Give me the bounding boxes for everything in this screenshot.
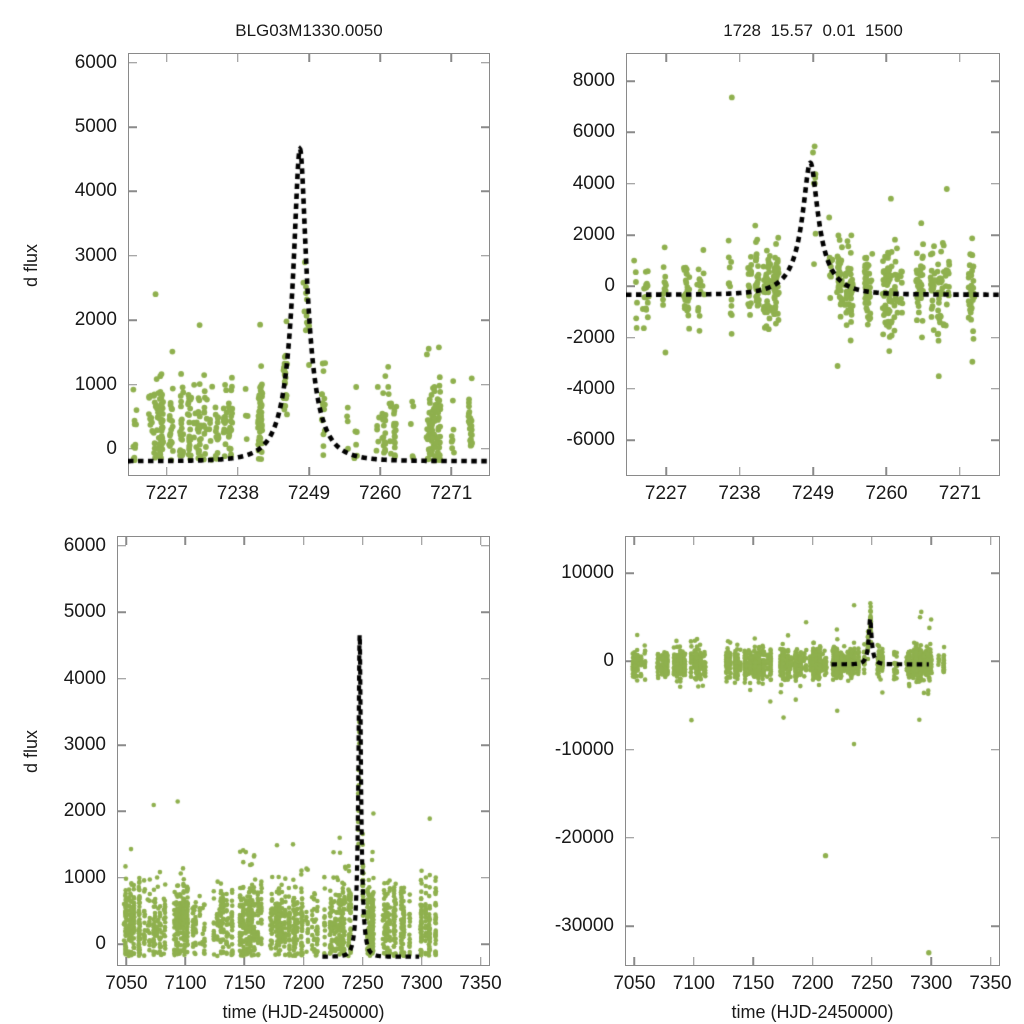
x-axis-label: time (HJD-2450000) [222, 1002, 385, 1022]
y-tick-label: 4000 [74, 180, 117, 202]
scatter-data-top-right [626, 53, 1000, 476]
y-tick-label: 6000 [63, 534, 106, 556]
x-tick-label: 7238 [216, 483, 260, 504]
y-tick-label: 0 [106, 437, 117, 459]
x-tick-label: 7050 [613, 973, 656, 994]
y-tick-label: 1000 [63, 866, 106, 888]
x-tick-label: 7250 [850, 973, 893, 994]
x-tick-label: 7100 [672, 973, 715, 994]
y-axis-label: d flux [21, 729, 42, 774]
x-tick-label: 7300 [910, 973, 953, 994]
y-tick-label: 0 [603, 650, 614, 672]
y-tick-label: 2000 [74, 309, 117, 331]
y-tick-label: -20000 [554, 826, 614, 848]
x-tick-label: 7250 [341, 973, 384, 994]
x-tick-label: 7150 [732, 973, 775, 994]
y-tick-label: -10000 [554, 738, 614, 760]
x-tick-label: 7100 [164, 973, 207, 994]
x-tick-label: 7227 [145, 483, 188, 504]
y-tick-label: 8000 [572, 70, 615, 92]
panel-title-top-left: BLG03M1330.0050 [235, 21, 383, 40]
x-tick-label: 7350 [969, 973, 1012, 994]
y-axis-label: d flux [21, 243, 42, 287]
y-tick-label: 5000 [74, 116, 117, 138]
plot-panel-bottom-right: -30000 -20000 -10000 0 10000 7050 7100 7150 7200… [555, 536, 1012, 1022]
y-tick-label: 4000 [63, 667, 106, 689]
y-tick-label: 3000 [63, 734, 106, 756]
x-tick-label: 7300 [400, 973, 443, 994]
x-tick-label: 7260 [865, 483, 908, 504]
x-tick-label: 7260 [358, 483, 402, 504]
x-tick-label: 7249 [791, 483, 835, 504]
x-tick-label: 7271 [938, 483, 982, 504]
y-tick-label: 6000 [74, 51, 117, 73]
x-tick-label: 7271 [430, 483, 473, 504]
plot-panel-top-right: 1728 15.57 0.01 1500 -6000 -4000 -2000 0 2000… [566, 21, 1000, 504]
y-tick-label: 3000 [74, 244, 117, 266]
scatter-data-bottom-left [117, 536, 490, 966]
y-tick-label: 10000 [561, 562, 614, 584]
x-tick-label: 7200 [791, 973, 834, 994]
x-tick-label: 7200 [282, 973, 325, 994]
y-tick-label: 6000 [572, 121, 615, 143]
y-tick-label: 0 [95, 933, 106, 955]
y-tick-label: -2000 [566, 326, 615, 348]
y-tick-label: -30000 [554, 915, 614, 937]
y-tick-label: 2000 [572, 224, 615, 246]
scatter-data-bottom-right [625, 536, 1000, 966]
y-tick-label: 0 [604, 275, 615, 297]
plot-panel-top-left: BLG03M1330.0050 0 1000 2000 3000 4000 5000 6000… [21, 21, 490, 504]
x-tick-label: 7050 [105, 973, 148, 994]
panel-title-top-right: 1728 15.57 0.01 1500 [723, 21, 903, 40]
y-tick-label: 4000 [572, 172, 615, 194]
y-tick-label: 2000 [63, 800, 106, 822]
scatter-data-top-left [128, 53, 490, 476]
y-tick-label: -6000 [566, 429, 615, 451]
y-tick-label: 5000 [63, 601, 106, 623]
y-tick-label: -4000 [566, 377, 615, 399]
x-tick-label: 7150 [223, 973, 266, 994]
x-tick-label: 7238 [718, 483, 761, 504]
x-tick-label: 7227 [644, 483, 688, 504]
plot-panel-bottom-left: 0 1000 2000 3000 4000 5000 6000 7050 7100 7150 720… [21, 535, 502, 1022]
x-tick-label: 7350 [459, 973, 502, 994]
x-axis-label: time (HJD-2450000) [731, 1002, 894, 1022]
x-tick-label: 7249 [287, 483, 331, 504]
y-tick-label: 1000 [74, 373, 117, 395]
